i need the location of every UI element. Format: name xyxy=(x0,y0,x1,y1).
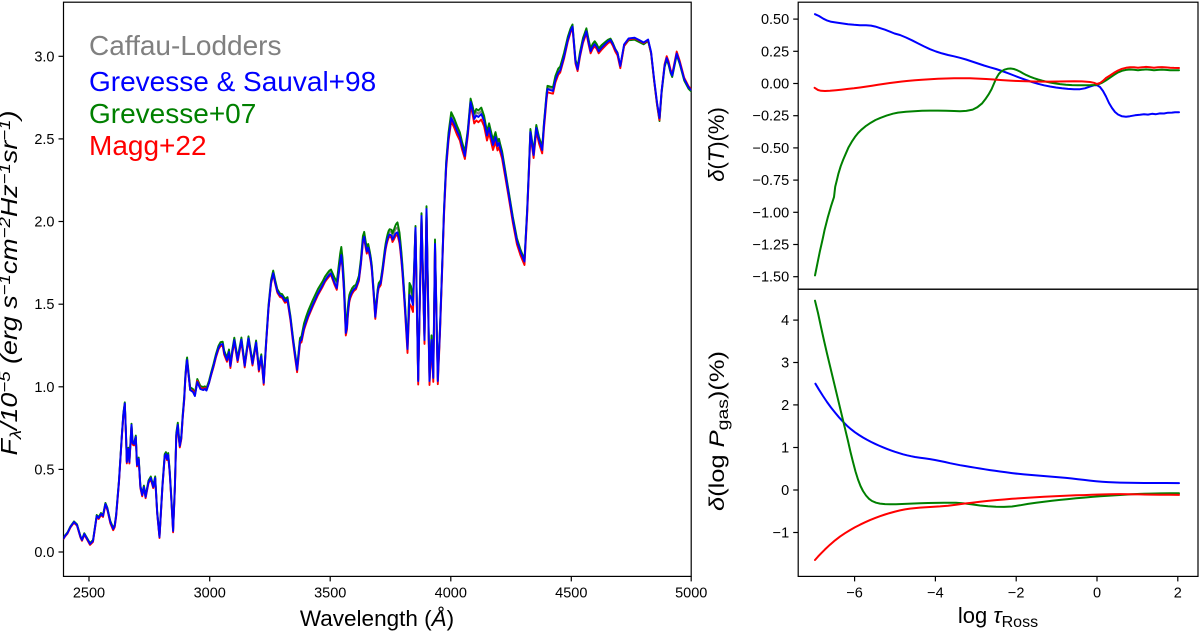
svg-text:0: 0 xyxy=(1093,585,1101,601)
svg-text:−1.00: −1.00 xyxy=(752,205,789,221)
svg-text:0.00: 0.00 xyxy=(761,77,789,93)
svg-text:0: 0 xyxy=(781,483,789,499)
svg-text:0.5: 0.5 xyxy=(34,462,54,478)
svg-text:1.0: 1.0 xyxy=(34,380,54,396)
svg-text:3500: 3500 xyxy=(314,585,346,601)
svg-text:δ(log Pgas)(%): δ(log Pgas)(%) xyxy=(706,351,732,511)
svg-text:0.0: 0.0 xyxy=(34,545,54,561)
svg-text:0.50: 0.50 xyxy=(761,12,789,28)
svg-text:4: 4 xyxy=(781,313,789,329)
svg-text:−2: −2 xyxy=(1008,585,1025,601)
svg-text:Grevesse+07: Grevesse+07 xyxy=(89,98,256,129)
svg-text:4000: 4000 xyxy=(435,585,467,601)
svg-text:−1.50: −1.50 xyxy=(752,270,789,286)
svg-text:−1.25: −1.25 xyxy=(752,238,789,254)
svg-text:2.5: 2.5 xyxy=(34,132,54,148)
svg-text:2500: 2500 xyxy=(73,585,105,601)
svg-text:5000: 5000 xyxy=(675,585,707,601)
svg-text:Caffau-Lodders: Caffau-Lodders xyxy=(89,30,282,61)
svg-text:1: 1 xyxy=(781,441,789,457)
svg-text:Grevesse & Sauval+98: Grevesse & Sauval+98 xyxy=(89,66,376,97)
svg-text:3: 3 xyxy=(781,356,789,372)
svg-text:−0.25: −0.25 xyxy=(752,109,789,125)
svg-text:2: 2 xyxy=(1174,585,1182,601)
svg-text:−6: −6 xyxy=(846,585,863,601)
svg-text:−4: −4 xyxy=(927,585,944,601)
svg-text:0.25: 0.25 xyxy=(761,44,789,60)
svg-text:−0.50: −0.50 xyxy=(752,141,789,157)
svg-text:1.5: 1.5 xyxy=(34,297,54,313)
svg-text:Wavelength (Å): Wavelength (Å) xyxy=(300,606,454,631)
svg-text:δ(T)(%): δ(T)(%) xyxy=(704,107,729,182)
svg-text:−1: −1 xyxy=(773,526,790,542)
svg-text:2.0: 2.0 xyxy=(34,215,54,231)
svg-text:Magg+22: Magg+22 xyxy=(89,130,207,161)
svg-text:3000: 3000 xyxy=(194,585,226,601)
svg-text:3.0: 3.0 xyxy=(34,49,54,65)
svg-text:−0.75: −0.75 xyxy=(752,173,789,189)
svg-text:4500: 4500 xyxy=(555,585,587,601)
svg-text:2: 2 xyxy=(781,398,789,414)
